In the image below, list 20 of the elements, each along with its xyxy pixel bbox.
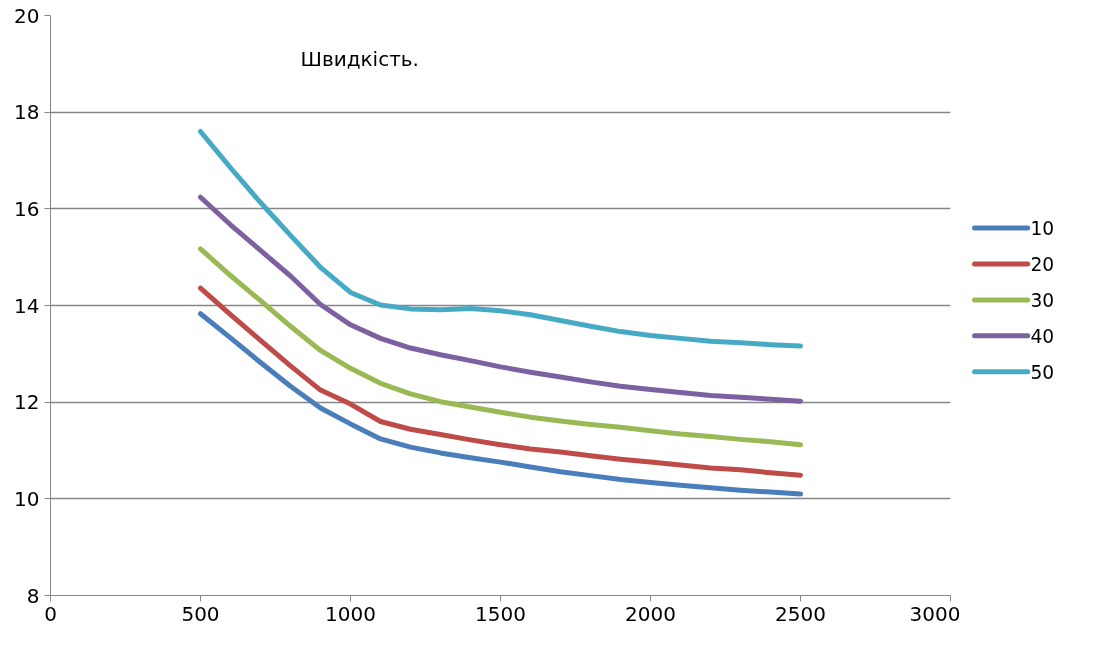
x-tick-label: 2500 <box>775 601 826 626</box>
legend-label: 10 <box>1030 217 1055 239</box>
x-tick-label: 3000 <box>909 601 961 626</box>
x-tick-label: 500 <box>181 601 220 626</box>
legend-label: 40 <box>1030 325 1055 347</box>
y-tick-label: 10 <box>14 486 40 511</box>
x-tick-label: 2000 <box>625 601 676 626</box>
y-tick-label: 16 <box>14 196 40 221</box>
x-tick-label: 0 <box>44 601 57 626</box>
legend-label: 30 <box>1030 289 1055 311</box>
legend-label: 50 <box>1030 361 1055 383</box>
y-tick-label: 18 <box>14 100 40 125</box>
legend-label: 20 <box>1030 253 1055 275</box>
y-tick-label: 20 <box>14 3 40 28</box>
x-tick-label: 1000 <box>325 601 376 626</box>
y-tick-label: 14 <box>14 293 40 318</box>
y-tick-label: 12 <box>14 390 40 415</box>
x-tick-label: 1500 <box>475 601 526 626</box>
text: Швидкість. <box>300 46 419 71</box>
y-tick-label: 8 <box>26 583 40 608</box>
